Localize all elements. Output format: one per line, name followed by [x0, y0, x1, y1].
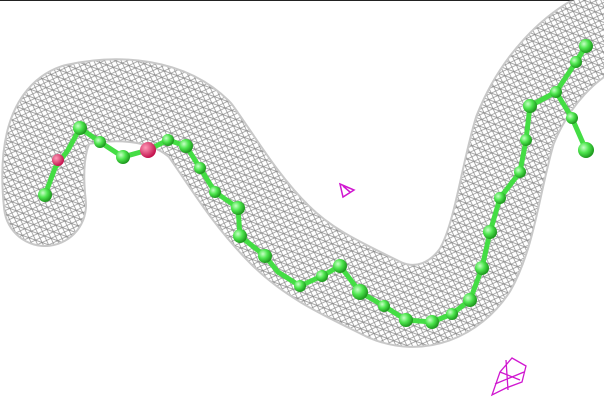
difference-density [338, 182, 356, 199]
ligand-atoms [38, 39, 594, 329]
oxygen-atoms [52, 142, 156, 166]
difference-density [490, 357, 527, 397]
